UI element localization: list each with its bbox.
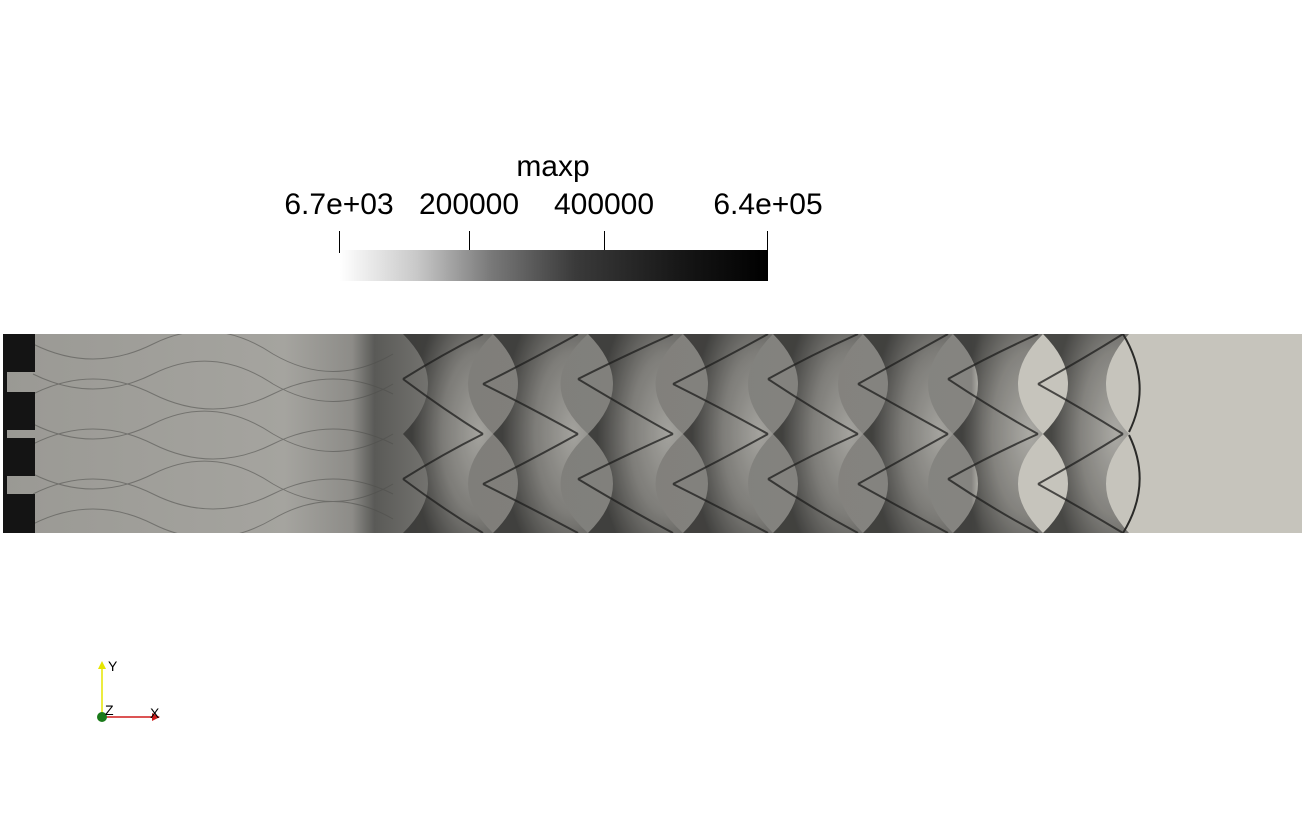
- pressure-field-render[interactable]: [3, 334, 1302, 533]
- legend-colorbar: [340, 250, 768, 281]
- axis-label-x: X: [150, 705, 160, 721]
- orientation-axes: Y Z X: [97, 658, 160, 722]
- detonation-cells: [32, 334, 1129, 533]
- legend-tick-mark: [767, 231, 768, 253]
- axis-label-y: Y: [108, 658, 118, 674]
- legend-tick-mark: [339, 231, 340, 253]
- legend-tick-mark: [469, 231, 470, 253]
- legend-tick-label-200000: 200000: [418, 188, 520, 221]
- inlet-blocks: [3, 334, 35, 533]
- legend-tick-label-max: 6.4e+05: [713, 188, 823, 221]
- legend-tick-label-min: 6.7e+03: [284, 188, 394, 221]
- axis-label-z: Z: [105, 702, 114, 718]
- legend-tick-label-400000: 400000: [553, 188, 655, 221]
- legend-tick-mark: [604, 231, 605, 253]
- legend-title: maxp: [516, 150, 590, 183]
